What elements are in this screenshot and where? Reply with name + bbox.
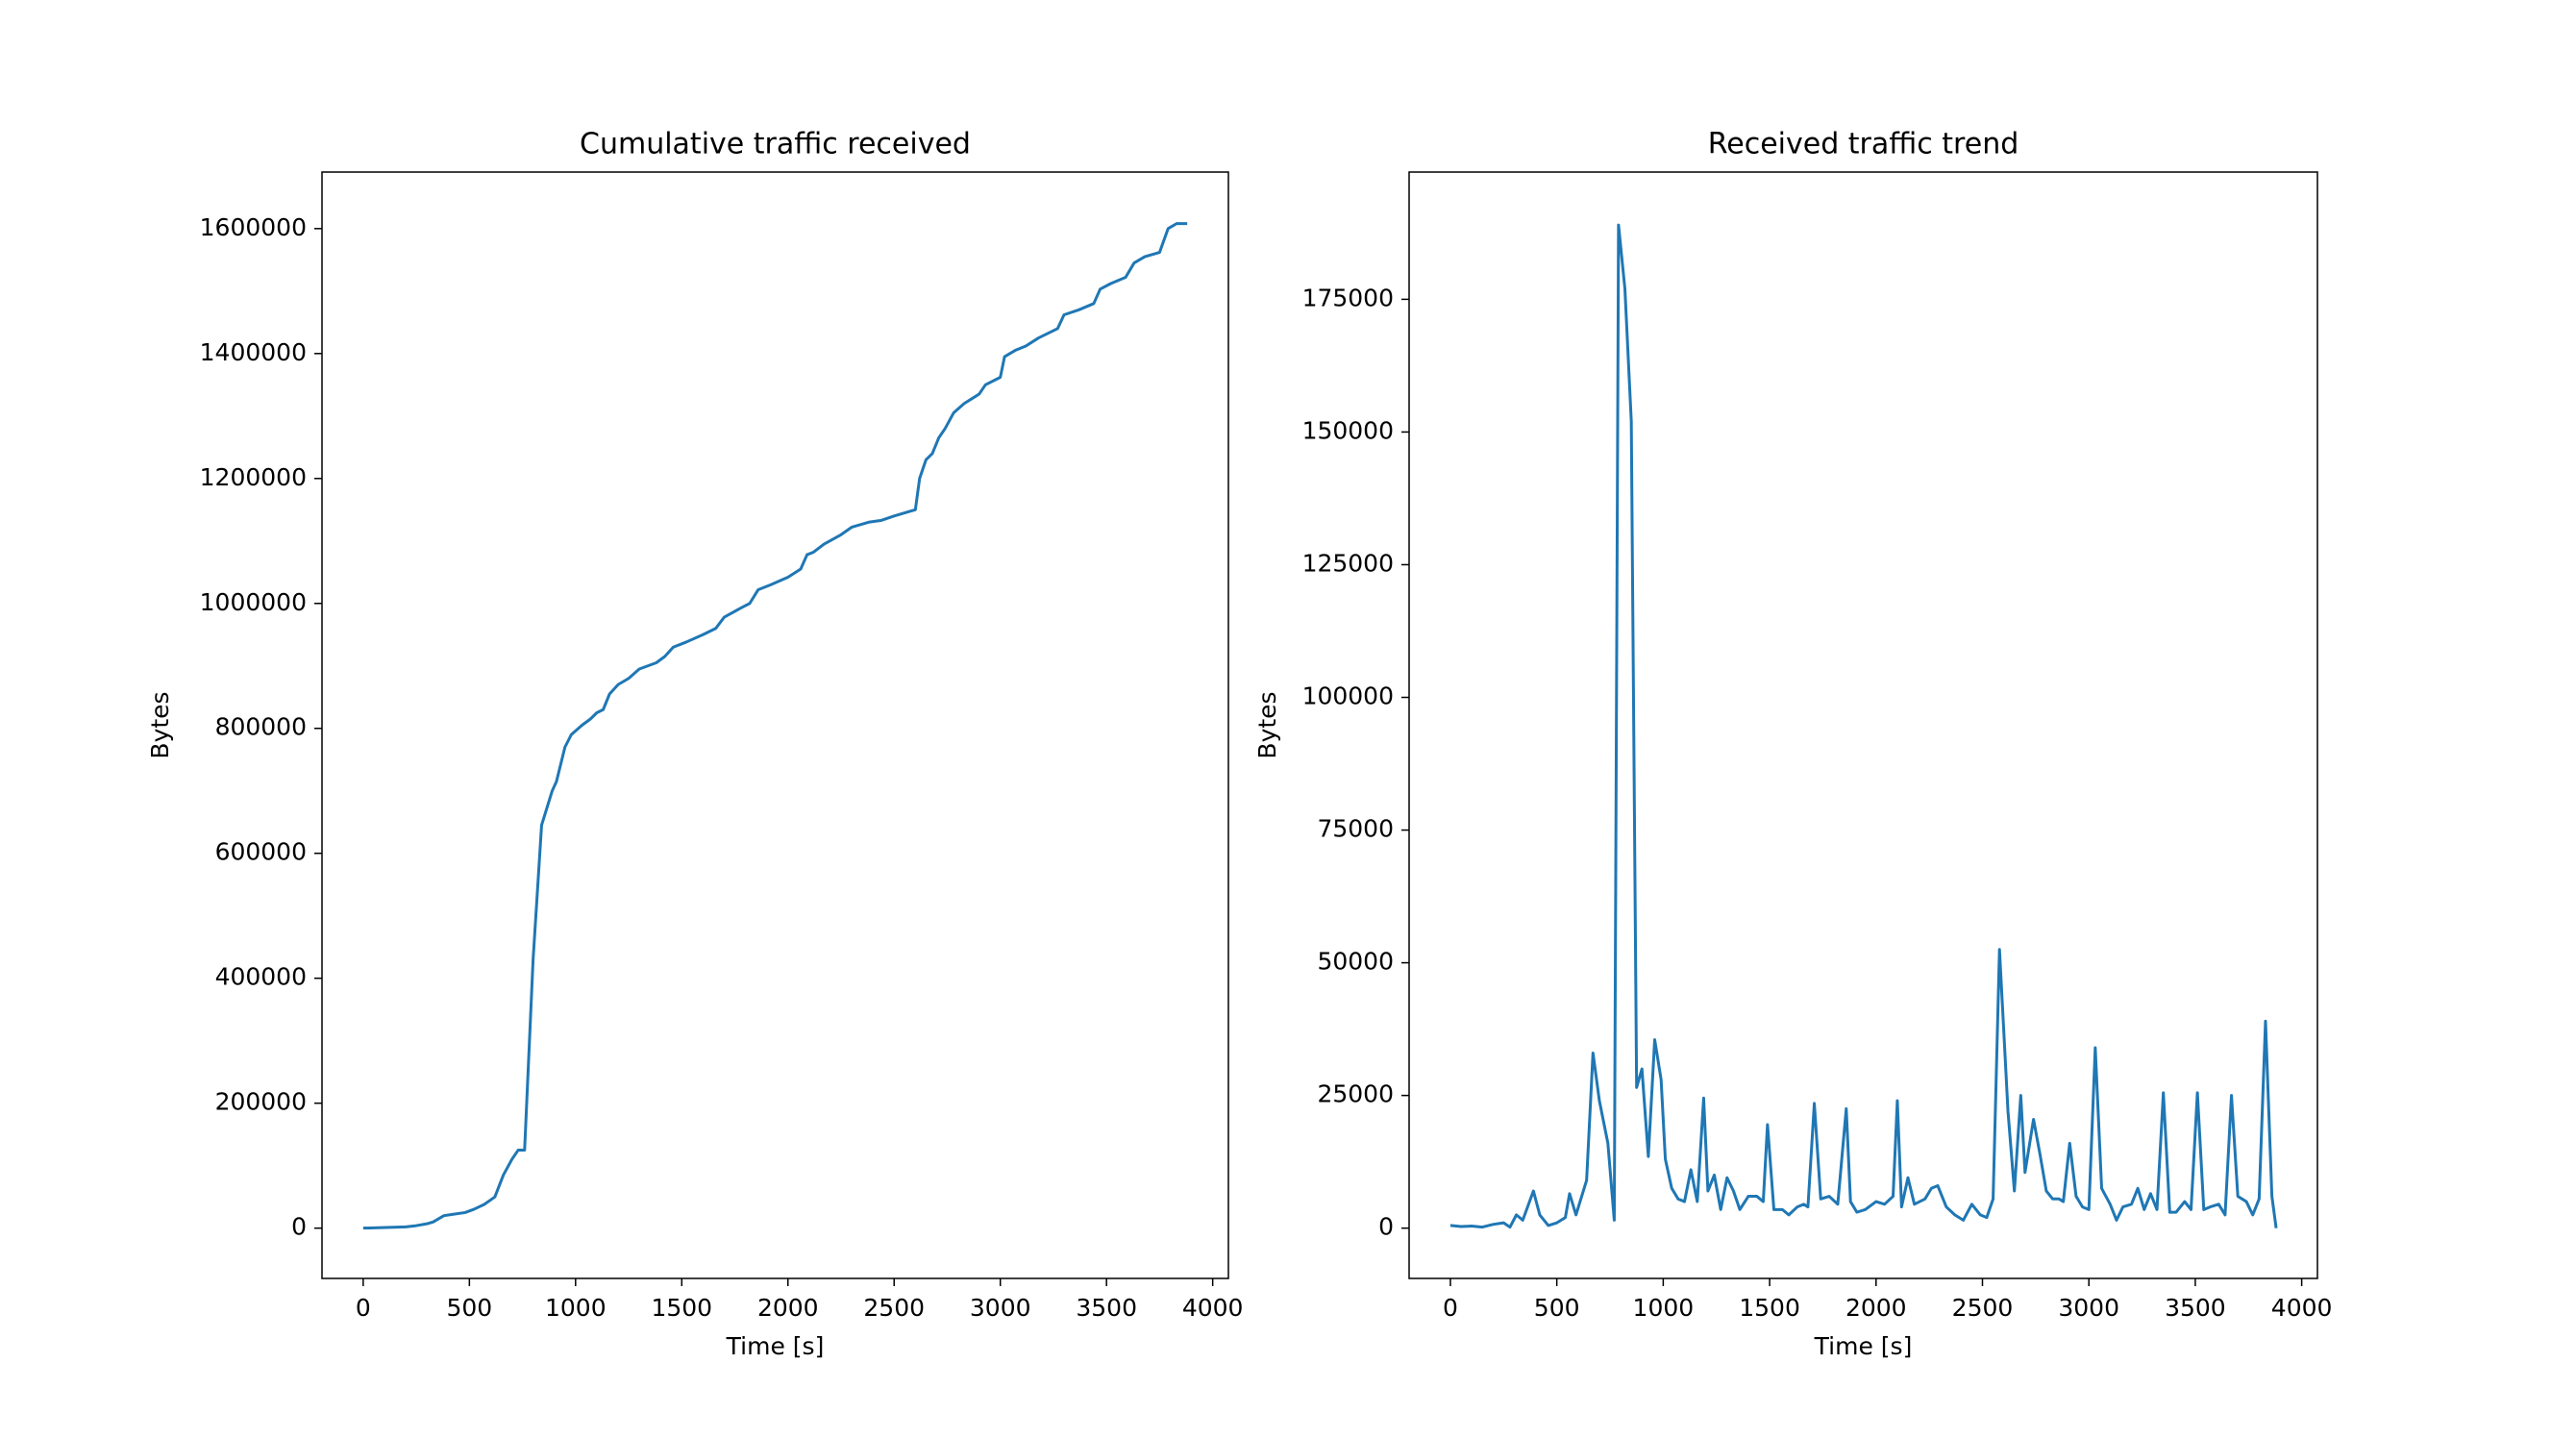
x-tick-label: 1000: [1633, 1294, 1695, 1322]
y-tick-label: 200000: [215, 1088, 307, 1116]
plot-frame: [321, 171, 1229, 1279]
chart-title: Cumulative traffic received: [580, 128, 971, 161]
x-tick-label: 2000: [757, 1294, 819, 1322]
x-tick-label: 1000: [545, 1294, 607, 1322]
x-tick-label: 4000: [2271, 1294, 2333, 1322]
x-tick-label: 3000: [970, 1294, 1031, 1322]
y-tick-label: 125000: [1302, 549, 1394, 577]
y-axis-label: Bytes: [1253, 691, 1281, 758]
x-tick-label: 4000: [1182, 1294, 1244, 1322]
y-tick-label: 0: [1378, 1213, 1394, 1241]
data-line: [1449, 223, 2278, 1229]
x-tick-label: 0: [1443, 1294, 1458, 1322]
x-tick-label: 500: [446, 1294, 492, 1322]
y-tick-label: 1000000: [200, 588, 307, 616]
y-tick-label: 50000: [1317, 948, 1394, 976]
x-tick-label: 2500: [863, 1294, 925, 1322]
y-tick-label: 1400000: [200, 338, 307, 366]
y-tick-label: 75000: [1317, 815, 1394, 843]
plot-frame: [1408, 171, 2318, 1279]
x-tick-label: 2000: [1845, 1294, 1907, 1322]
y-tick-label: 175000: [1302, 284, 1394, 311]
y-tick-label: 100000: [1302, 682, 1394, 710]
x-tick-label: 1500: [651, 1294, 712, 1322]
y-tick-label: 0: [291, 1213, 307, 1241]
y-tick-label: 800000: [215, 713, 307, 741]
x-tick-label: 0: [356, 1294, 371, 1322]
y-axis-label: Bytes: [146, 691, 174, 758]
y-tick-label: 1200000: [200, 463, 307, 491]
y-tick-label: 600000: [215, 838, 307, 866]
x-tick-label: 2500: [1952, 1294, 2014, 1322]
x-axis-label: Time [s]: [726, 1332, 825, 1360]
y-tick-label: 1600000: [200, 213, 307, 241]
x-tick-label: 500: [1534, 1294, 1580, 1322]
x-tick-label: 3000: [2058, 1294, 2119, 1322]
x-tick-label: 1500: [1739, 1294, 1800, 1322]
y-tick-label: 400000: [215, 963, 307, 991]
y-tick-label: 25000: [1317, 1080, 1394, 1108]
x-tick-label: 3500: [2165, 1294, 2226, 1322]
x-tick-label: 3500: [1076, 1294, 1137, 1322]
data-line: [362, 222, 1188, 1230]
x-axis-label: Time [s]: [1814, 1332, 1913, 1360]
chart-title: Received traffic trend: [1708, 128, 2019, 161]
y-tick-label: 150000: [1302, 416, 1394, 444]
